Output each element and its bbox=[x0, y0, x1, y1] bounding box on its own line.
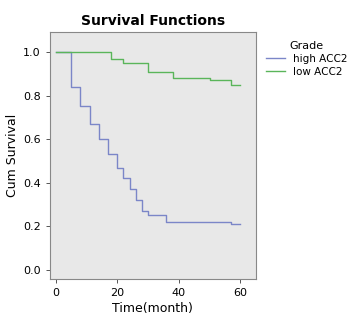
high ACC2 bbox=[69, 85, 73, 89]
low ACC2 bbox=[207, 78, 212, 82]
high ACC2 bbox=[229, 220, 233, 224]
Y-axis label: Cum Survival: Cum Survival bbox=[6, 114, 19, 197]
high ACC2 bbox=[229, 222, 233, 226]
low ACC2 bbox=[170, 76, 175, 80]
high ACC2 bbox=[106, 137, 110, 141]
low ACC2 bbox=[146, 61, 150, 65]
high ACC2 bbox=[146, 214, 150, 217]
Line: low ACC2: low ACC2 bbox=[56, 52, 240, 85]
low ACC2 bbox=[229, 78, 233, 82]
high ACC2 bbox=[223, 220, 227, 224]
low ACC2 bbox=[121, 61, 126, 65]
low ACC2 bbox=[238, 83, 242, 87]
Line: high ACC2: high ACC2 bbox=[56, 52, 240, 224]
high ACC2 bbox=[146, 209, 150, 213]
high ACC2 bbox=[164, 220, 169, 224]
high ACC2 bbox=[54, 50, 58, 54]
high ACC2 bbox=[238, 222, 242, 226]
high ACC2 bbox=[78, 105, 83, 109]
high ACC2 bbox=[88, 105, 92, 109]
low ACC2 bbox=[54, 50, 58, 54]
high ACC2 bbox=[97, 122, 101, 126]
X-axis label: Time(month): Time(month) bbox=[112, 302, 193, 315]
high ACC2 bbox=[133, 198, 138, 202]
high ACC2 bbox=[88, 122, 92, 126]
low ACC2 bbox=[121, 57, 126, 61]
high ACC2 bbox=[121, 166, 126, 169]
high ACC2 bbox=[140, 209, 144, 213]
high ACC2 bbox=[238, 222, 242, 226]
high ACC2 bbox=[106, 153, 110, 156]
high ACC2 bbox=[140, 198, 144, 202]
high ACC2 bbox=[115, 153, 119, 156]
high ACC2 bbox=[97, 137, 101, 141]
low ACC2 bbox=[109, 57, 113, 61]
Title: Survival Functions: Survival Functions bbox=[81, 15, 225, 29]
low ACC2 bbox=[146, 70, 150, 74]
Legend: high ACC2, low ACC2: high ACC2, low ACC2 bbox=[263, 38, 351, 80]
high ACC2 bbox=[164, 214, 169, 217]
high ACC2 bbox=[223, 220, 227, 224]
low ACC2 bbox=[229, 83, 233, 87]
low ACC2 bbox=[207, 76, 212, 80]
high ACC2 bbox=[115, 166, 119, 169]
low ACC2 bbox=[109, 50, 113, 54]
low ACC2 bbox=[170, 70, 175, 74]
high ACC2 bbox=[127, 177, 132, 180]
low ACC2 bbox=[238, 83, 242, 87]
high ACC2 bbox=[127, 187, 132, 191]
high ACC2 bbox=[121, 177, 126, 180]
high ACC2 bbox=[133, 187, 138, 191]
high ACC2 bbox=[69, 50, 73, 54]
high ACC2 bbox=[78, 85, 83, 89]
